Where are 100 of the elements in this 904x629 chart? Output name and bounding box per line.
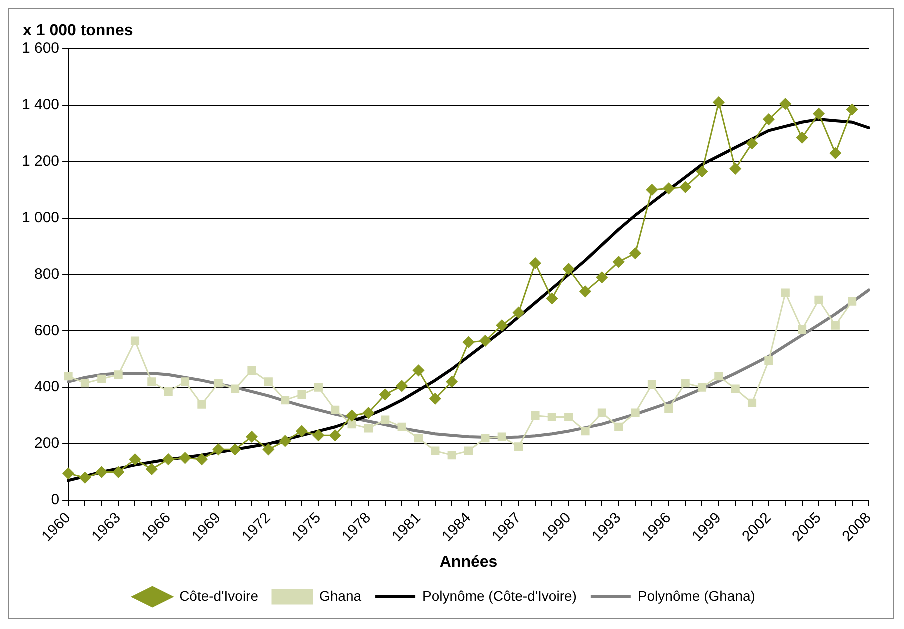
point	[380, 388, 392, 400]
point	[264, 378, 273, 386]
point	[663, 182, 675, 194]
point	[430, 393, 442, 405]
point	[398, 422, 406, 432]
point	[596, 272, 608, 284]
point	[164, 388, 173, 396]
legend-label: Polynôme (Ghana)	[638, 588, 756, 604]
point	[248, 366, 256, 375]
point	[130, 336, 140, 346]
point	[648, 380, 656, 390]
point	[231, 384, 240, 394]
point	[79, 472, 91, 484]
point	[162, 454, 174, 466]
point	[230, 444, 242, 456]
point	[698, 383, 707, 392]
x-axis-title: Années	[440, 554, 498, 571]
point	[331, 406, 340, 414]
point	[280, 435, 292, 447]
point	[631, 408, 640, 418]
point	[481, 434, 490, 443]
point	[731, 384, 740, 394]
point	[830, 148, 842, 160]
point	[514, 442, 524, 452]
point	[513, 307, 525, 319]
point	[146, 464, 158, 476]
point	[62, 468, 74, 480]
point	[614, 422, 624, 432]
y-axis-title: x 1 000 tonnes	[23, 22, 134, 40]
point	[696, 166, 708, 178]
legend-label: Côte-d'Ivoire	[180, 588, 259, 604]
point	[414, 434, 424, 443]
point	[613, 256, 625, 268]
point	[148, 378, 156, 386]
point	[564, 412, 574, 422]
y-tick-label: 1 400	[22, 96, 60, 114]
point	[464, 446, 474, 456]
point	[281, 396, 290, 405]
y-tick-label: 1 600	[22, 40, 60, 58]
point	[214, 379, 223, 388]
point	[813, 108, 825, 120]
point	[246, 431, 258, 443]
point	[780, 98, 792, 110]
point	[412, 364, 424, 376]
point	[262, 444, 274, 456]
point	[548, 412, 556, 422]
point	[530, 258, 542, 270]
point	[180, 452, 192, 464]
legend-label: Ghana	[319, 588, 362, 604]
point	[681, 379, 690, 388]
point	[314, 383, 323, 392]
point	[463, 336, 475, 348]
y-tick-label: 600	[34, 322, 60, 340]
point	[680, 182, 692, 194]
point	[764, 356, 774, 366]
point	[196, 454, 208, 466]
point	[98, 374, 106, 384]
point	[798, 325, 807, 334]
point	[763, 114, 775, 126]
point	[296, 426, 308, 438]
point	[80, 379, 90, 388]
point	[713, 96, 725, 108]
point	[714, 372, 724, 381]
point	[446, 376, 458, 388]
point	[563, 263, 575, 275]
y-tick-label: 200	[34, 435, 60, 452]
point	[180, 378, 190, 386]
point	[348, 420, 356, 429]
point	[531, 412, 540, 420]
point	[848, 297, 857, 306]
y-tick-label: 800	[34, 266, 60, 283]
legend-label: Polynôme (Côte-d'Ivoire)	[422, 588, 577, 604]
y-tick-label: 0	[51, 492, 60, 509]
point	[312, 430, 324, 442]
point	[346, 410, 358, 422]
point	[796, 132, 808, 144]
point	[664, 404, 674, 414]
y-tick-label: 1 000	[22, 209, 60, 226]
point	[730, 163, 742, 175]
point	[598, 408, 606, 418]
point	[431, 446, 440, 456]
point	[362, 407, 374, 419]
point	[64, 372, 73, 381]
point	[298, 390, 306, 399]
point	[498, 432, 506, 442]
y-tick-label: 1 200	[22, 153, 60, 170]
point	[96, 466, 108, 478]
point	[381, 416, 390, 424]
point	[646, 184, 658, 196]
point	[364, 424, 373, 433]
point	[198, 400, 206, 409]
point	[448, 451, 456, 460]
point	[746, 138, 758, 150]
point	[546, 292, 558, 304]
point	[814, 296, 824, 304]
point	[831, 321, 840, 330]
y-tick-label: 400	[34, 378, 60, 396]
point	[630, 248, 642, 260]
point	[580, 286, 592, 298]
point	[581, 427, 590, 436]
